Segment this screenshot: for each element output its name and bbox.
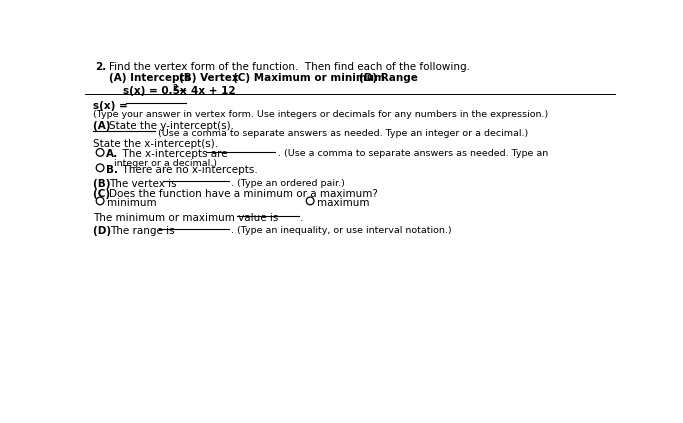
Text: (C) Maximum or minimum: (C) Maximum or minimum [233, 73, 385, 83]
Text: (D) Range: (D) Range [359, 73, 417, 83]
Text: integer or a decimal.): integer or a decimal.) [114, 159, 217, 168]
Text: State the y-intercept(s).: State the y-intercept(s). [109, 121, 234, 131]
Text: . (Use a comma to separate answers as needed. Type an: . (Use a comma to separate answers as ne… [277, 149, 548, 158]
Text: .: . [300, 213, 303, 223]
Text: − 4x + 12: − 4x + 12 [175, 86, 236, 96]
Text: 2: 2 [172, 84, 177, 93]
Text: maximum: maximum [317, 198, 370, 208]
Text: The minimum or maximum value is: The minimum or maximum value is [93, 213, 279, 223]
Text: B.: B. [107, 165, 118, 175]
Text: (B) Vertex: (B) Vertex [180, 73, 239, 83]
Text: minimum: minimum [107, 198, 156, 208]
Text: The x-intercepts are: The x-intercepts are [116, 149, 227, 159]
Text: Does the function have a minimum or a maximum?: Does the function have a minimum or a ma… [109, 190, 378, 199]
Text: (B): (B) [93, 179, 114, 189]
Text: s(x) =: s(x) = [93, 101, 132, 111]
Text: (Type your answer in vertex form. Use integers or decimals for any numbers in th: (Type your answer in vertex form. Use in… [93, 110, 548, 119]
Text: . (Type an inequality, or use interval notation.): . (Type an inequality, or use interval n… [231, 226, 451, 235]
Text: . (Type an ordered pair.): . (Type an ordered pair.) [231, 179, 345, 187]
Text: The vertex is: The vertex is [109, 179, 177, 189]
Text: The range is: The range is [110, 226, 175, 236]
Text: (Use a comma to separate answers as needed. Type an integer or a decimal.): (Use a comma to separate answers as need… [158, 129, 529, 137]
Text: Find the vertex form of the function.  Then find each of the following.: Find the vertex form of the function. Th… [109, 62, 470, 72]
Text: s(x) = 0.5x: s(x) = 0.5x [122, 86, 186, 96]
Text: (D): (D) [93, 226, 115, 236]
Text: A.: A. [107, 149, 119, 159]
Text: 2.: 2. [95, 62, 106, 72]
Text: There are no x-intercepts.: There are no x-intercepts. [115, 165, 257, 175]
Text: (A): (A) [93, 121, 114, 131]
Text: State the x-intercept(s).: State the x-intercept(s). [93, 139, 219, 149]
Text: (C): (C) [93, 190, 114, 199]
Text: (A) Intercepts: (A) Intercepts [109, 73, 191, 83]
